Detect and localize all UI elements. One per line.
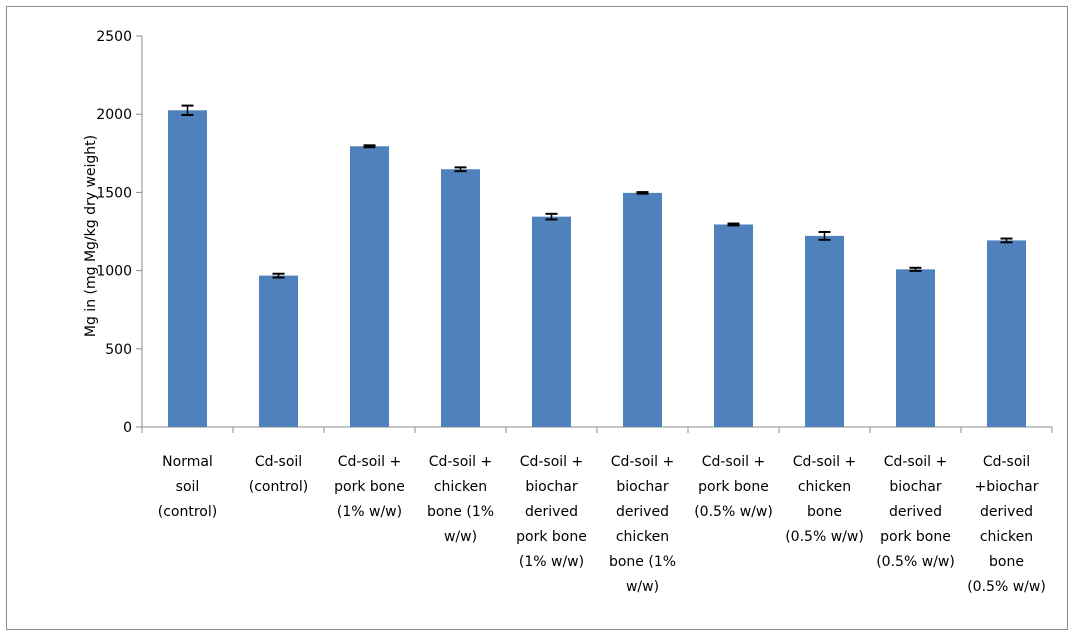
x-category-label: bone	[989, 554, 1024, 570]
x-category-label: Cd-soil +	[611, 454, 675, 470]
x-category-label: (control)	[158, 504, 217, 520]
bar	[441, 169, 480, 427]
y-tick-label: 1000	[96, 264, 132, 280]
x-category-label: chicken	[980, 529, 1033, 545]
x-category-label: derived	[525, 504, 578, 520]
x-category-label: (0.5% w/w)	[876, 554, 955, 570]
x-category-label: Cd-soil +	[338, 454, 402, 470]
x-category-label: biochar	[616, 479, 668, 495]
x-category-label: derived	[616, 504, 669, 520]
x-category-label: Cd-soil +	[793, 454, 857, 470]
x-category-label: bone (1%	[609, 554, 676, 570]
x-category-label: pork bone	[516, 529, 587, 545]
x-category-label: (0.5% w/w)	[785, 529, 864, 545]
bar	[168, 110, 207, 427]
x-category-label: pork bone	[334, 479, 405, 495]
x-category-label: Cd-soil +	[429, 454, 493, 470]
bar	[532, 216, 571, 427]
y-tick-label: 0	[123, 420, 132, 436]
bar	[714, 224, 753, 427]
x-category-label: soil	[176, 479, 200, 495]
x-category-label: chicken	[616, 529, 669, 545]
x-category-label: pork bone	[880, 529, 951, 545]
x-category-label: w/w)	[444, 529, 477, 545]
bars-group	[168, 104, 1026, 427]
x-category-label: (1% w/w)	[337, 504, 402, 520]
x-category-label: Cd-soil +	[520, 454, 584, 470]
y-tick-label: 1500	[96, 185, 132, 201]
x-category-label: (0.5% w/w)	[967, 579, 1046, 595]
x-category-label: biochar	[525, 479, 577, 495]
x-category-label: w/w)	[626, 579, 659, 595]
y-axis-title: Mg in (mg Mg/kg dry weight)	[83, 135, 99, 337]
x-category-label: Cd-soil +	[884, 454, 948, 470]
x-category-label: Cd-soil +	[702, 454, 766, 470]
bar	[350, 146, 389, 427]
x-category-label: derived	[980, 504, 1033, 520]
x-category-label: (control)	[249, 479, 308, 495]
x-category-label: (0.5% w/w)	[694, 504, 773, 520]
x-category-label: Cd-soil	[983, 454, 1030, 470]
x-category-label: Cd-soil	[255, 454, 302, 470]
bar	[623, 192, 662, 427]
labels-group: 0 500 1000 1500 2000 2500 Normal soil (control) C…	[96, 29, 1045, 595]
x-category-label: Normal	[162, 454, 213, 470]
x-category-label: chicken	[798, 479, 851, 495]
x-category-label: chicken	[434, 479, 487, 495]
bar	[805, 235, 844, 427]
y-tick-label: 2500	[96, 29, 132, 45]
x-category-label: derived	[889, 504, 942, 520]
x-category-label: biochar	[889, 479, 941, 495]
x-category-label: +biochar	[975, 479, 1039, 495]
x-category-label: bone (1%	[427, 504, 494, 520]
y-tick-label: 2000	[96, 107, 132, 123]
bar	[987, 240, 1026, 427]
y-tick-label: 500	[105, 342, 132, 358]
x-category-label: pork bone	[698, 479, 769, 495]
bar	[896, 269, 935, 427]
x-category-label: bone	[807, 504, 842, 520]
bar	[259, 275, 298, 427]
x-category-label: (1% w/w)	[519, 554, 584, 570]
